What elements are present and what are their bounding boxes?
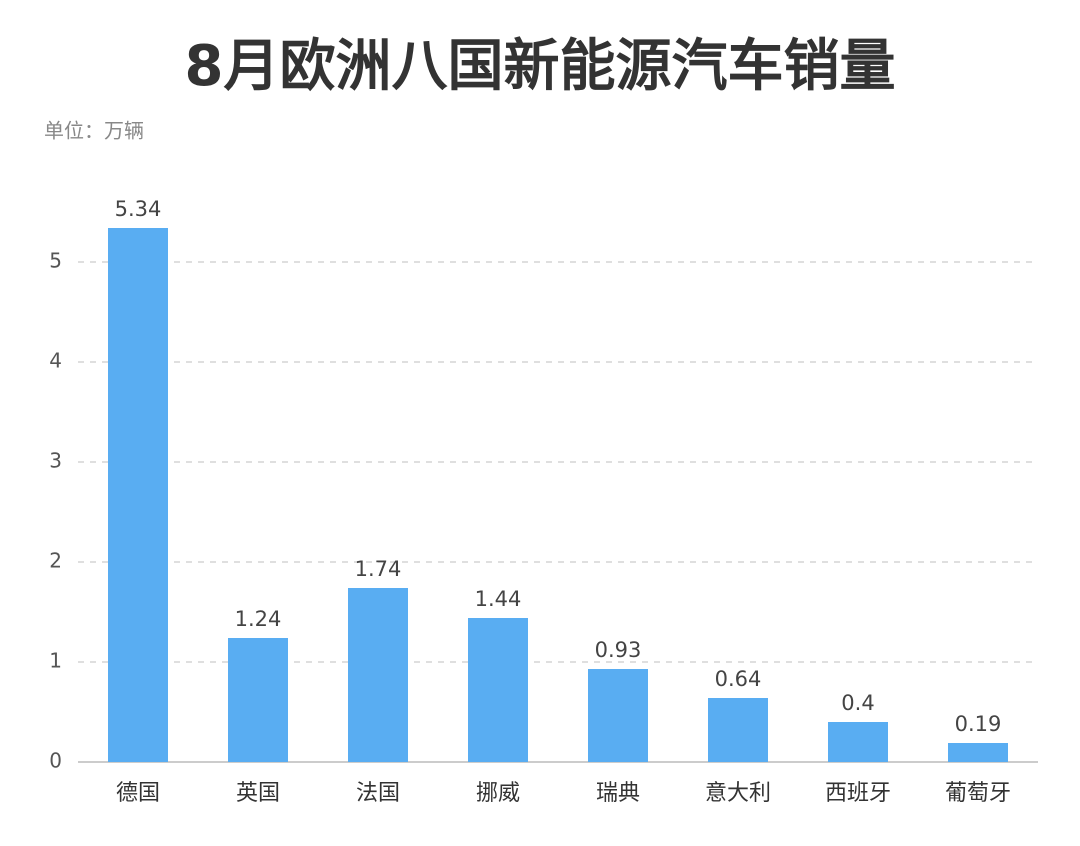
bar [708,698,768,762]
x-tick-label: 瑞典 [596,781,640,806]
chart-title: 8月欧洲八国新能源汽车销量 [185,34,896,99]
bar [828,722,888,762]
bar [588,669,648,762]
bar [948,743,1008,762]
bar [468,618,528,762]
value-label: 1.24 [235,607,282,631]
bar [108,228,168,762]
value-label: 1.74 [355,557,402,581]
x-tick-label: 挪威 [476,781,520,806]
y-tick-label: 5 [49,249,62,273]
x-tick-label: 葡萄牙 [945,781,1011,806]
chart-subtitle: 单位：万辆 [44,119,144,143]
value-label: 5.34 [115,197,162,221]
y-tick-label: 3 [49,449,62,473]
value-label: 0.4 [841,691,874,715]
value-label: 1.44 [475,587,522,611]
y-tick-label: 0 [49,749,62,773]
x-tick-label: 德国 [116,781,160,806]
bar [228,638,288,762]
value-label: 0.93 [595,638,642,662]
x-tick-label: 法国 [356,781,400,806]
x-tick-label: 英国 [236,781,280,806]
bar [348,588,408,762]
value-label: 0.19 [955,712,1002,736]
y-tick-label: 2 [49,549,62,573]
value-label: 0.64 [715,667,762,691]
x-tick-label: 意大利 [705,781,771,806]
y-tick-label: 1 [49,649,62,673]
x-tick-label: 西班牙 [825,781,891,806]
y-tick-label: 4 [49,349,62,373]
